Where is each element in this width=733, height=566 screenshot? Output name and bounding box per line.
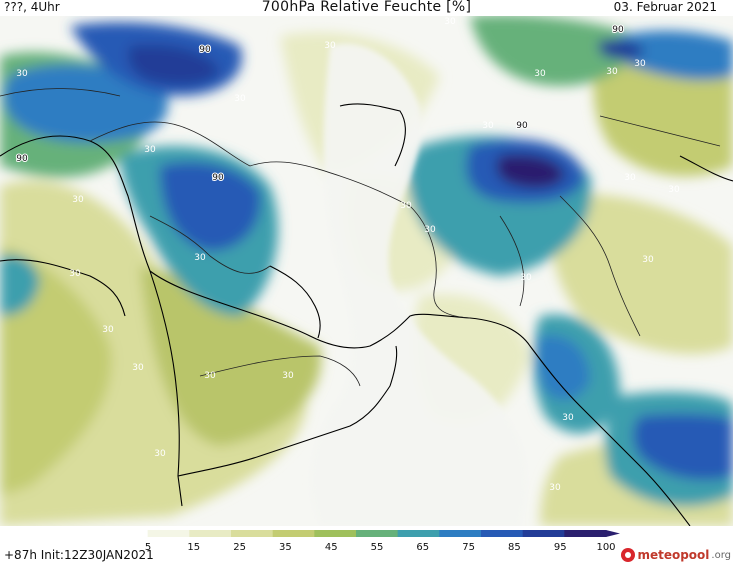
colorbar-tick-label: 15 [187,542,200,553]
colorbar-tick-label: 75 [462,542,475,553]
isoline-label: 90 [199,45,211,55]
isoline-label: 30 [234,94,246,104]
isoline-label: 30 [424,225,436,235]
colorbar-swatch [481,530,524,537]
isoline-label: 30 [154,449,166,459]
isoline-label: 30 [520,273,532,283]
colorbar-swatch [231,530,274,537]
isoline-label: 30 [144,145,156,155]
isoline-label: 30 [69,269,81,279]
colorbar-swatch [147,530,190,537]
isoline-label: 30 [482,121,494,131]
colorbar-swatch [439,530,482,537]
isoline-label: 30 [642,255,654,265]
colorbar-swatch [272,530,315,537]
isoline-labels: 90 30 90 30 90 30 90 30 30 90 30 30 30 30 30 30 30 30 30 30… [15,17,680,493]
isoline-label: 30 [606,67,618,77]
coastlines [0,103,733,526]
colorbar-ticks: 5 15 25 35 45 55 65 75 85 95 100 [145,542,616,553]
isoline-label: 30 [400,201,412,211]
isoline-label: 30 [132,363,144,373]
colorbar-tick-label: 85 [508,542,521,553]
colorbar-tick-label: 55 [371,542,384,553]
colorbar-tick-label: 45 [325,542,338,553]
isoline-label: 30 [194,253,206,263]
isoline-label: 30 [204,371,216,381]
valid-date: 03. Februar 2021 [613,0,717,14]
logo-icon [621,548,636,562]
isoline-label: 30 [16,69,28,79]
colorbar-tick-label: 100 [596,542,615,553]
colorbar-arrow [606,530,620,537]
isoline-label: 90 [516,121,528,131]
colorbar-tick-label: 25 [233,542,246,553]
isoline-label: 30 [102,325,114,335]
colorbar-swatch [564,530,607,537]
meteopool-logo[interactable]: meteopool .org [621,545,731,565]
isoline-label: 90 [212,173,224,183]
colorbar-tick-label: 35 [279,542,292,553]
colorbar: 5 15 25 35 45 55 65 75 85 95 100 [106,530,620,553]
colorbar-swatch [314,530,357,537]
isoline-label: 30 [624,173,636,183]
forecast-init-info: +87h Init:12Z30JAN2021 [4,548,154,562]
valid-weekday-hour: ???, 4Uhr [4,0,60,14]
colorbar-tick-label: 95 [554,542,567,553]
colorbar-swatch [106,530,149,537]
colorbar-swatches [106,530,620,537]
dry-zone [309,43,528,526]
colorbar-swatch [189,530,232,537]
colorbar-swatch [397,530,440,537]
logo-tld: .org [711,549,731,561]
isoline-label: 30 [549,483,561,493]
humidity-map: 90 30 90 30 90 30 90 30 30 90 30 30 30 30 30 30 30 30 30 30… [0,16,733,526]
isoline-label: 30 [562,413,574,423]
colorbar-swatch [356,530,399,537]
isoline-label: 30 [444,17,456,27]
colorbar-tick-label: 65 [416,542,429,553]
colorbar-tick-label: 5 [145,542,151,553]
isoline-label: 30 [282,371,294,381]
isoline-label: 30 [324,41,336,51]
isoline-label: 90 [16,154,28,164]
isoline-label: 90 [612,25,624,35]
isoline-label: 30 [534,69,546,79]
country-borders [0,88,721,387]
isoline-label: 30 [72,195,84,205]
logo-text: meteopool [637,548,710,562]
isoline-label: 30 [634,59,646,69]
map-title: 700hPa Relative Feuchte [%] [261,0,472,15]
isoline-label: 30 [668,185,680,195]
colorbar-swatch [522,530,565,537]
